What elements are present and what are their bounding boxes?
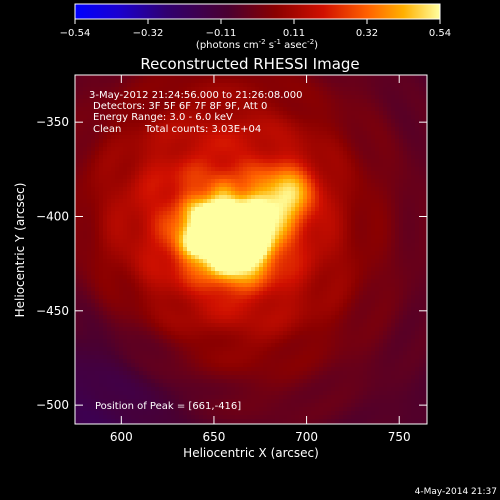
axis-ticks: 600 650 700 750 −350 −400 −450 −500: [36, 75, 427, 444]
annotation-energy: Energy Range: 3.0 - 6.0 keV: [93, 112, 233, 123]
chart-title: Reconstructed RHESSI Image: [140, 55, 359, 73]
heatmap-image: [75, 75, 427, 424]
colorbar-tick-label: −0.54: [60, 28, 91, 39]
footer-date: 4-May-2014 21:37: [415, 487, 497, 497]
y-tick-label: −450: [36, 304, 69, 318]
x-tick-label: 650: [202, 430, 225, 444]
annotations: 3-May-2012 21:24:56.000 to 21:26:08.000 …: [89, 90, 302, 412]
plot-frame: [74, 74, 428, 425]
x-axis-label: Heliocentric X (arcsec): [183, 446, 319, 460]
y-tick-label: −500: [36, 398, 69, 412]
annotation-peak: Position of Peak = [661,-416]: [95, 401, 241, 412]
colorbar-tick-label: 0.54: [429, 28, 451, 39]
annotation-counts: Total counts: 3.03E+04: [144, 124, 261, 135]
y-tick-label: −350: [36, 115, 69, 129]
x-tick-label: 750: [388, 430, 411, 444]
colorbar-tick-label: 0.11: [283, 28, 305, 39]
colorbar-gradient: [74, 3, 441, 20]
x-tick-label: 600: [110, 430, 133, 444]
annotation-clean: Clean: [93, 124, 121, 135]
colorbar-tick-label: −0.32: [133, 28, 164, 39]
colorbar-unit: (photons cm-2 s-1 asec-2): [196, 38, 318, 51]
colorbar-tick-label: −0.11: [206, 28, 237, 39]
y-axis-label: Heliocentric Y (arcsec): [13, 183, 27, 318]
colorbar-ticks: −0.54 −0.32 −0.11 0.11 0.32 0.54: [60, 19, 451, 39]
colorbar-tick-label: 0.32: [356, 28, 378, 39]
x-tick-label: 700: [295, 430, 318, 444]
annotation-time: 3-May-2012 21:24:56.000 to 21:26:08.000: [89, 90, 302, 101]
annotation-detectors: Detectors: 3F 5F 6F 7F 8F 9F, Att 0: [93, 101, 267, 112]
plot-area: 600 650 700 750 −350 −400 −450 −500: [36, 74, 428, 444]
colorbar: −0.54 −0.32 −0.11 0.11 0.32 0.54 (photons cm-…: [60, 3, 451, 51]
y-tick-label: −400: [36, 209, 69, 223]
